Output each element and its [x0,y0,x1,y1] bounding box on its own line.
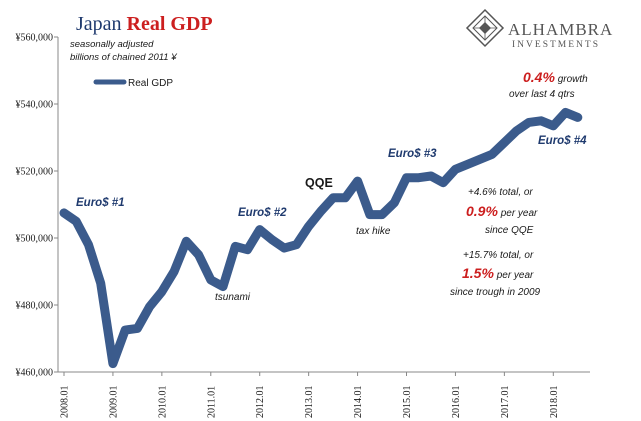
y-tick-label: ¥460,000 [16,368,54,379]
annotation-growth: 0.4% growth [523,69,588,85]
chart-title-part2: Real GDP [127,13,213,35]
data-point [308,225,310,227]
y-tick-label: ¥560,000 [16,33,54,44]
data-point [418,177,420,179]
annotation-tax-hike: tax hike [356,226,391,237]
legend-label: Real GDP [128,78,173,89]
data-point [565,111,566,113]
data-point [479,158,481,160]
annotation-euro2: Euro$ #2 [238,207,287,219]
annotation-growth-line2: over last 4 qtrs [509,89,575,100]
annotation-qqe-rate-text: per year [498,208,538,219]
data-point [369,214,371,216]
data-point [430,175,432,177]
data-point [552,125,554,127]
data-point [332,197,334,199]
data-point [454,168,456,170]
y-tick-label: ¥540,000 [16,100,54,111]
x-tick-label: 2012.01 [255,386,266,419]
x-tick-label: 2016.01 [451,386,462,419]
annotation-euro4: Euro$ #4 [538,135,587,147]
data-point [222,286,224,288]
x-tick-label: 2011.01 [206,386,217,418]
data-point [491,153,493,155]
x-tick-label: 2017.01 [500,386,511,419]
data-point [173,271,175,272]
data-point [577,116,579,118]
data-point [124,329,126,331]
data-point [100,282,102,284]
data-point [503,142,505,143]
x-axis-ticks: 2008.01 2009.01 2010.01 2011.01 2012.01 2013.… [60,372,560,418]
annotation-euro1: Euro$ #1 [76,197,125,209]
data-point [344,197,346,199]
annotation-qqe-rate-value: 0.9% [466,203,498,219]
data-point [149,306,151,308]
y-axis-ticks: ¥460,000 ¥480,000 ¥500,000 ¥520,000 ¥540,000… [16,33,58,379]
y-tick-label: ¥480,000 [16,301,54,312]
annotation-growth-text: growth [555,74,588,85]
x-tick-label: 2008.01 [60,386,71,419]
data-point [63,212,65,214]
data-point [320,210,322,212]
alhambra-diamond-icon [465,8,505,48]
series-points-real-gdp [63,111,579,365]
data-point [528,121,530,123]
annotation-growth-value: 0.4% [523,69,555,85]
data-point [271,239,273,241]
data-point [393,202,395,204]
data-point [210,279,212,281]
annotation-trough-rate-value: 1.5% [462,265,494,281]
data-point [357,180,359,182]
annotation-qqe-total: +4.6% total, or [468,187,533,198]
note-seasonally-adjusted: seasonally adjusted [70,39,154,50]
annotation-trough-since: since trough in 2009 [450,287,541,298]
x-tick-label: 2009.01 [108,386,119,419]
annotation-tsunami: tsunami [215,292,251,303]
x-tick-label: 2010.01 [157,386,168,419]
annotation-trough-rate: 1.5% per year [462,265,534,281]
data-point [467,163,469,165]
data-point [442,182,444,184]
data-point [88,244,89,246]
x-tick-label: 2014.01 [353,386,364,419]
data-point [198,254,200,256]
data-point [381,214,383,216]
annotation-qqe-rate: 0.9% per year [466,203,538,219]
annotation-qqe-since: since QQE [485,225,534,236]
annotation-euro3: Euro$ #3 [388,148,437,160]
data-point [161,291,163,293]
data-point [75,220,77,222]
chart-title-part1: Japan [76,13,122,35]
y-tick-label: ¥500,000 [16,234,54,245]
x-tick-label: 2013.01 [304,386,315,419]
note-units: billions of chained 2011 ¥ [70,52,178,63]
data-point [136,327,138,329]
data-point [406,177,407,179]
chart-title: Japan Real GDP [76,13,213,35]
series-line-real-gdp [59,107,583,369]
data-point [259,229,261,231]
data-point [540,120,542,122]
logo-sub: INVESTMENTS [512,40,600,50]
logo-name: ALHAMBRA [508,20,613,39]
annotation-trough-total: +15.7% total, or [463,250,534,261]
x-tick-label: 2018.01 [549,386,560,419]
data-point [295,244,297,246]
x-tick-label: 2015.01 [402,386,413,419]
annotation-trough-rate-text: per year [494,270,534,281]
y-tick-label: ¥520,000 [16,167,54,178]
annotation-qqe: QQE [305,176,333,190]
data-point [283,247,285,249]
data-point [516,130,518,132]
data-point [234,245,236,247]
data-point [185,240,187,242]
data-point [247,249,248,251]
data-point [112,363,114,365]
